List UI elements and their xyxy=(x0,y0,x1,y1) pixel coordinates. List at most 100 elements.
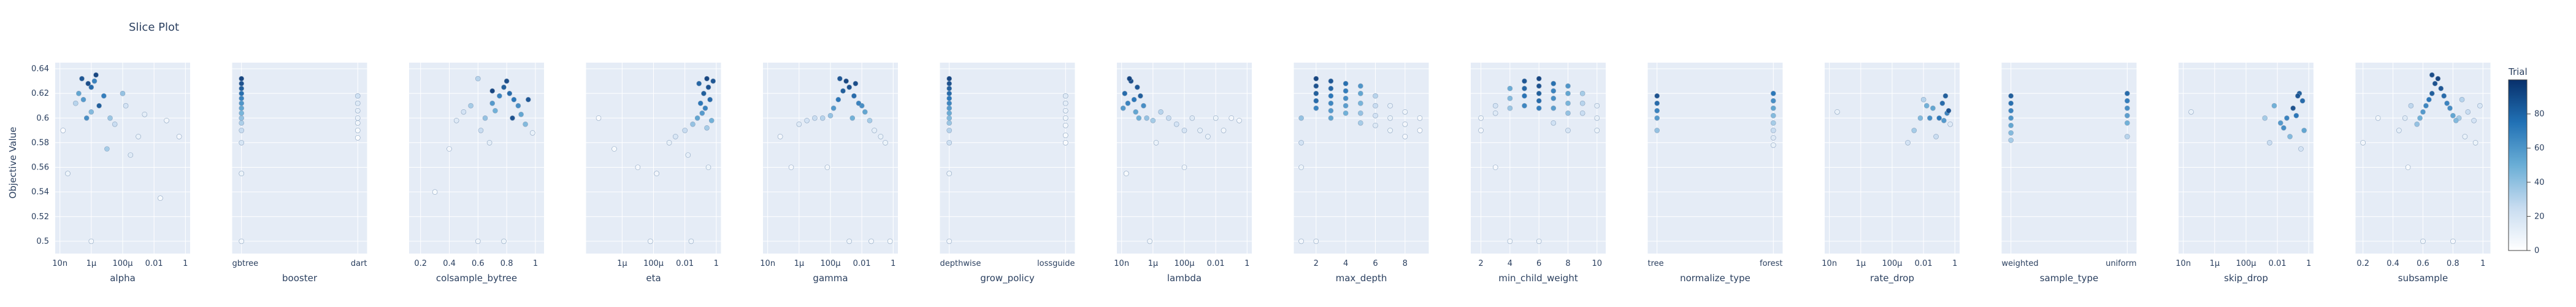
data-point xyxy=(85,80,91,87)
x-tick-label: 10 xyxy=(1592,259,1603,268)
data-point xyxy=(475,76,481,82)
data-point xyxy=(2267,140,2272,146)
data-point xyxy=(2414,122,2420,127)
data-point xyxy=(1834,109,1840,115)
data-point xyxy=(1594,128,1600,133)
y-tick-label: 0.6 xyxy=(36,114,49,123)
data-point xyxy=(511,96,517,103)
data-point xyxy=(239,90,245,96)
x-tick-label: 100µ xyxy=(643,259,664,268)
data-point xyxy=(101,93,107,99)
data-point xyxy=(96,103,102,109)
data-point xyxy=(946,85,952,91)
data-point xyxy=(93,72,99,78)
x-tick-label: 100µ xyxy=(1882,259,1902,268)
x-tick-label: weighted xyxy=(2002,259,2039,268)
x-axis-title: booster xyxy=(282,273,318,284)
data-point xyxy=(705,165,711,170)
data-point xyxy=(1328,115,1334,121)
data-point xyxy=(1565,111,1571,116)
x-tick-label: 0.6 xyxy=(472,259,485,268)
data-point xyxy=(887,238,893,244)
data-point xyxy=(819,115,826,121)
data-point xyxy=(1478,115,1484,121)
data-point xyxy=(1654,100,1660,106)
data-point xyxy=(2125,134,2130,139)
data-point xyxy=(1358,90,1363,96)
data-point xyxy=(239,80,245,87)
data-point xyxy=(1343,95,1349,101)
data-point xyxy=(1313,83,1319,89)
x-axis-title: rate_drop xyxy=(1870,273,1914,284)
subplot-max-depth: 2 4 6 8 max_depth xyxy=(1294,63,1429,284)
subplot-booster: gbtree dart booster xyxy=(232,63,367,284)
data-point xyxy=(2125,105,2130,111)
data-point xyxy=(1373,113,1378,119)
x-tick-label: 100µ xyxy=(1174,259,1194,268)
data-point xyxy=(697,100,703,106)
data-point xyxy=(1358,111,1363,116)
data-point xyxy=(1343,103,1349,109)
data-point xyxy=(1144,115,1149,121)
x-tick-label: 0.2 xyxy=(414,259,427,268)
data-point xyxy=(1565,128,1571,133)
data-point xyxy=(946,111,952,116)
data-point xyxy=(2008,100,2014,106)
data-point xyxy=(2375,115,2381,121)
x-tick-label: 0.01 xyxy=(853,259,871,268)
data-point xyxy=(702,105,708,111)
data-point xyxy=(1478,128,1484,133)
data-point xyxy=(946,120,952,126)
data-point xyxy=(1492,103,1498,109)
data-point xyxy=(946,76,952,82)
data-point xyxy=(1771,120,1776,126)
data-point xyxy=(1153,140,1159,146)
data-point xyxy=(1298,140,1304,146)
data-point xyxy=(1654,115,1660,121)
data-point xyxy=(1905,140,1911,146)
data-point xyxy=(123,103,129,109)
data-point xyxy=(1313,105,1319,111)
x-axis-title: grow_policy xyxy=(980,273,1035,284)
plot-area xyxy=(409,63,544,254)
data-point xyxy=(355,128,361,133)
data-point xyxy=(635,165,641,170)
data-point xyxy=(851,93,857,99)
data-point xyxy=(804,118,810,123)
data-point xyxy=(1387,128,1393,133)
x-tick-label: 0.01 xyxy=(2269,259,2287,268)
data-point xyxy=(1942,93,1949,99)
data-point xyxy=(688,238,694,244)
data-point xyxy=(2417,115,2423,121)
data-point xyxy=(239,171,245,176)
x-tick-label: 1µ xyxy=(1856,259,1866,268)
x-axis-title: colsample_bytree xyxy=(436,273,517,284)
data-point xyxy=(788,165,794,170)
data-point xyxy=(1373,103,1378,109)
data-point xyxy=(1771,113,1776,119)
data-point xyxy=(846,238,852,244)
data-point xyxy=(1131,96,1137,103)
data-point xyxy=(107,115,113,121)
subplot-normalize-type: tree forest normalize_type xyxy=(1647,63,1783,284)
data-point xyxy=(525,96,531,103)
x-tick-label: 10n xyxy=(1114,259,1129,268)
data-point xyxy=(1358,100,1363,106)
data-point xyxy=(523,122,528,127)
data-point xyxy=(2420,109,2426,115)
data-point xyxy=(1522,103,1527,109)
data-point xyxy=(690,122,696,127)
data-point xyxy=(867,118,873,123)
data-point xyxy=(1507,238,1513,244)
data-point xyxy=(1945,108,1952,114)
data-point xyxy=(883,140,888,146)
subplot-rate-drop: 10n 1µ 100µ 0.01 1 rate_drop xyxy=(1822,63,1960,284)
data-point xyxy=(835,96,841,103)
colorbar-gradient xyxy=(2508,79,2528,251)
data-point xyxy=(1298,115,1304,121)
data-point xyxy=(2301,128,2307,133)
data-point xyxy=(1492,111,1498,116)
data-point xyxy=(699,111,705,116)
y-tick-label: 0.58 xyxy=(31,138,49,147)
x-tick-label: 2 xyxy=(1478,259,1483,268)
